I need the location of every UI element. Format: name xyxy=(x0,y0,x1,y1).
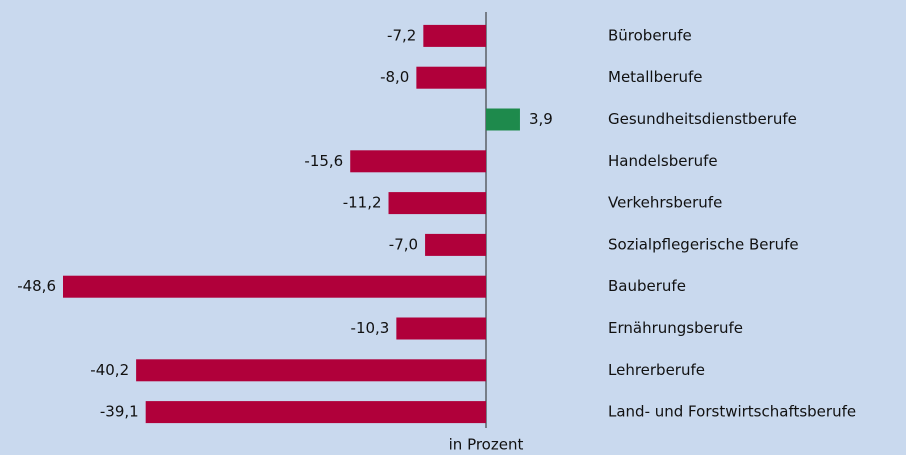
bar xyxy=(423,24,486,47)
value-label: -48,6 xyxy=(17,277,56,295)
category-label: Büroberufe xyxy=(608,26,692,44)
x-axis-label: in Prozent xyxy=(449,436,524,454)
category-label: Bauberufe xyxy=(608,277,686,295)
value-label: -7,0 xyxy=(389,235,418,253)
category-label: Lehrerberufe xyxy=(608,361,705,379)
value-label: -7,2 xyxy=(387,26,416,44)
value-label: 3,9 xyxy=(529,110,553,128)
category-label: Gesundheitsdienstberufe xyxy=(608,110,797,128)
category-label: Metallberufe xyxy=(608,68,703,86)
bar xyxy=(388,192,486,215)
value-label: -10,3 xyxy=(351,319,390,337)
bar xyxy=(396,317,486,340)
value-label: -15,6 xyxy=(304,152,343,170)
category-label: Handelsberufe xyxy=(608,152,718,170)
bar xyxy=(145,401,486,424)
category-label: Ernährungsberufe xyxy=(608,319,743,337)
bar xyxy=(350,150,486,173)
category-label: Verkehrsberufe xyxy=(608,194,722,212)
value-label: -8,0 xyxy=(380,68,409,86)
bar xyxy=(136,359,486,382)
bar xyxy=(425,233,486,256)
value-label: -11,2 xyxy=(343,194,382,212)
value-label: -39,1 xyxy=(100,403,139,421)
bar xyxy=(486,108,520,131)
value-label: -40,2 xyxy=(90,361,129,379)
category-label: Sozialpflegerische Berufe xyxy=(608,235,799,253)
bar xyxy=(63,275,486,298)
category-label: Land- und Forstwirtschaftsberufe xyxy=(608,403,856,421)
bar xyxy=(416,66,486,89)
